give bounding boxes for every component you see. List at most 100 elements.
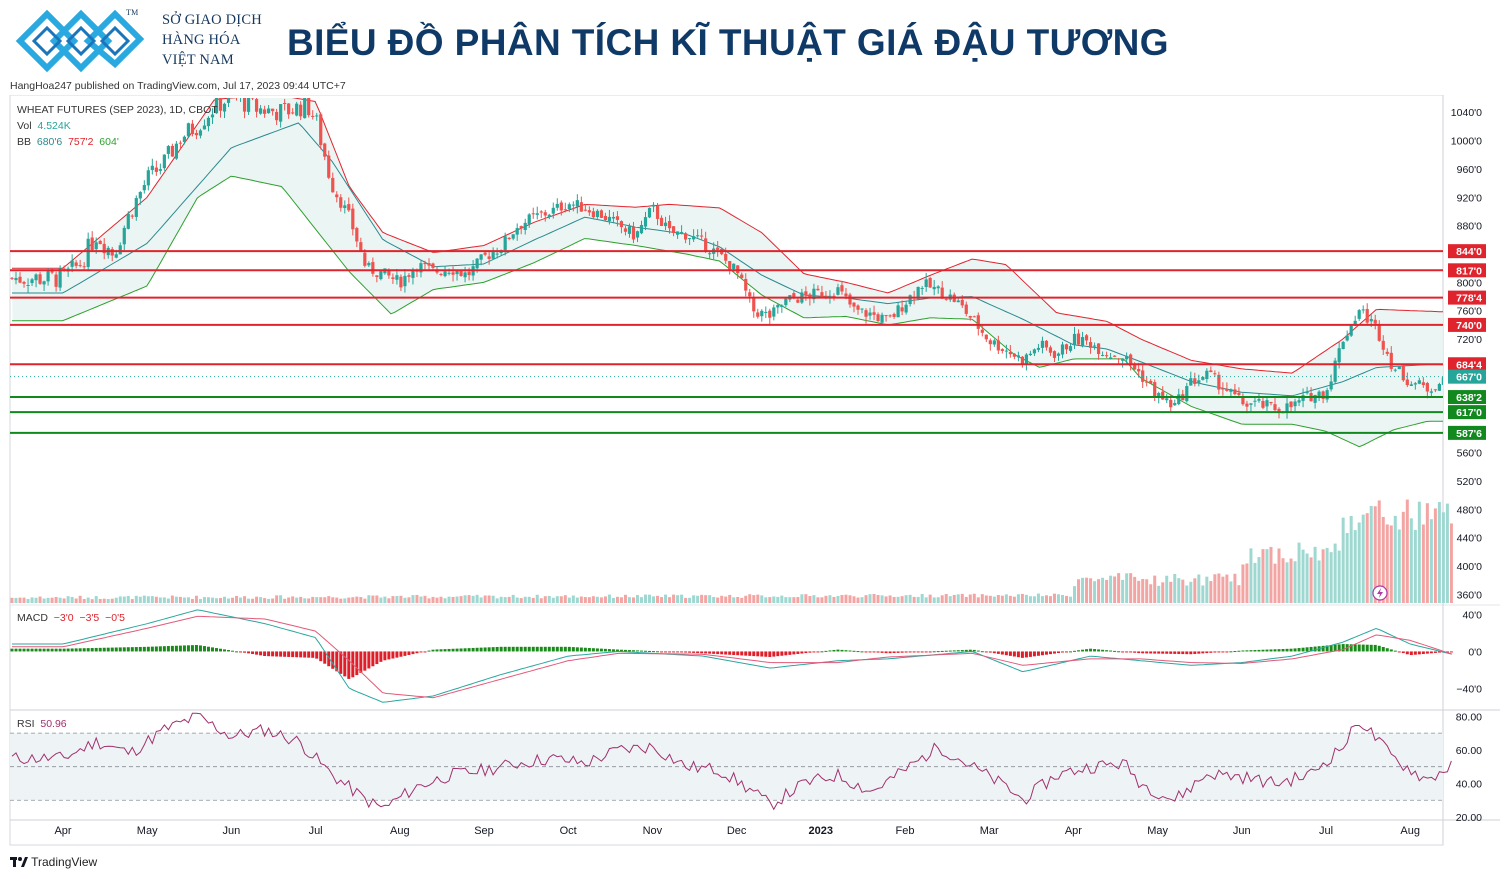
volume-bar <box>1341 517 1345 603</box>
macd-histogram-bar <box>70 648 74 652</box>
macd-histogram-bar <box>531 646 535 652</box>
macd-histogram-bar <box>311 651 315 658</box>
candle-body <box>559 202 563 211</box>
lightning-icon[interactable] <box>1372 585 1388 601</box>
macd-histogram-bar <box>824 650 828 652</box>
macd-histogram-bar <box>339 651 343 674</box>
candle-body <box>1133 365 1137 370</box>
macd-histogram-bar <box>1093 649 1097 652</box>
candle-body <box>263 109 267 114</box>
candle-body <box>1153 382 1157 397</box>
volume-bar <box>1361 514 1365 603</box>
macd-histogram-bar <box>1245 650 1249 652</box>
candle-body <box>1004 350 1008 352</box>
rsi-tick-label: 20.00 <box>1456 812 1482 824</box>
volume-bar <box>872 593 876 603</box>
price-tick-label: 1040'0 <box>1451 107 1482 119</box>
candle-body <box>130 215 134 217</box>
volume-bar <box>1165 575 1169 603</box>
volume-bar <box>688 597 692 603</box>
volume-bar <box>1225 574 1229 603</box>
volume-bar <box>38 596 42 603</box>
volume-bar <box>122 596 126 603</box>
macd-histogram-bar <box>251 651 255 655</box>
candle-body <box>503 236 507 251</box>
chart-svg[interactable]: 844'0 817'0 778'4 740'0 684'4 638'2 617'0 587'6… <box>0 94 1507 847</box>
candle-body <box>1076 333 1081 345</box>
volume-bar <box>1117 573 1121 603</box>
candle-body <box>1409 384 1413 386</box>
macd-histogram-bar <box>1449 651 1453 653</box>
candle-body <box>202 125 207 130</box>
candle-body <box>1008 352 1012 355</box>
candle-body <box>1285 403 1289 413</box>
macd-histogram-bar <box>1121 651 1125 653</box>
volume-bar <box>1169 581 1173 603</box>
volume-bar <box>788 597 792 603</box>
volume-bar <box>403 597 407 603</box>
volume-bar <box>1409 518 1413 603</box>
candle-body <box>419 263 423 273</box>
tradingview-footer[interactable]: TradingView <box>10 855 97 869</box>
candle-body <box>1213 373 1217 375</box>
volume-bar <box>760 595 764 603</box>
candle-body <box>1361 309 1365 311</box>
volume-bar <box>1109 575 1113 603</box>
macd-histogram-bar <box>1225 651 1229 653</box>
candle-body <box>856 305 860 310</box>
volume-bar <box>784 597 788 603</box>
macd-histogram-bar <box>748 651 752 656</box>
macd-histogram-bar <box>635 650 639 652</box>
volume-bar <box>1309 557 1313 603</box>
macd-histogram-bar <box>920 651 924 653</box>
volume-bar <box>1157 585 1161 603</box>
price-tick-label: 480'0 <box>1457 504 1483 516</box>
candle-body <box>1313 394 1317 403</box>
macd-histogram-bar <box>102 647 106 652</box>
candle-body <box>968 315 972 318</box>
lightning-icon-bolt <box>1377 588 1383 598</box>
macd-histogram-bar <box>507 646 511 652</box>
chart-area[interactable]: 844'0 817'0 778'4 740'0 684'4 638'2 617'0 587'6… <box>0 94 1507 852</box>
macd-histogram-bar <box>848 650 852 652</box>
macd-histogram-bar <box>114 647 118 652</box>
macd-histogram-bar <box>375 651 379 665</box>
macd-histogram-bar <box>1197 651 1201 654</box>
macd-histogram-bar <box>78 648 82 652</box>
candle-body <box>796 299 800 303</box>
macd-histogram-bar <box>82 648 86 652</box>
time-tick-label: May <box>1147 825 1168 837</box>
candle-body <box>1105 355 1109 357</box>
candle-body <box>1349 324 1353 336</box>
candle-body <box>567 204 571 209</box>
macd-histogram-bar <box>543 646 547 652</box>
macd-histogram-bar <box>904 651 908 653</box>
volume-bar <box>1201 585 1205 603</box>
candle-body <box>1161 391 1165 400</box>
volume-bar <box>984 595 988 603</box>
macd-histogram-bar <box>1012 651 1016 657</box>
macd-histogram-bar <box>479 647 483 652</box>
candle-body <box>643 217 648 227</box>
macd-histogram-bar <box>327 651 331 667</box>
candle-body <box>804 291 808 295</box>
macd-histogram-bar <box>1193 651 1197 654</box>
candle-body <box>1040 340 1045 348</box>
candle-body <box>1129 354 1133 364</box>
candle-body <box>1173 402 1177 406</box>
volume-bar <box>579 596 583 603</box>
volume-bar <box>1036 593 1040 603</box>
volume-bar <box>1265 549 1269 603</box>
volume-bar <box>1333 543 1337 603</box>
volume-bar <box>627 597 631 603</box>
macd-histogram-bar <box>499 646 503 652</box>
candle-body <box>158 169 162 171</box>
candle-body <box>872 312 876 315</box>
macd-histogram-bar <box>619 649 623 652</box>
candle-body <box>671 226 676 233</box>
candle-body <box>1080 337 1085 347</box>
legend-macd-v1: −3'0 <box>53 612 74 624</box>
volume-bar <box>623 594 627 603</box>
candle-body <box>892 313 896 317</box>
volume-bar <box>182 597 186 603</box>
